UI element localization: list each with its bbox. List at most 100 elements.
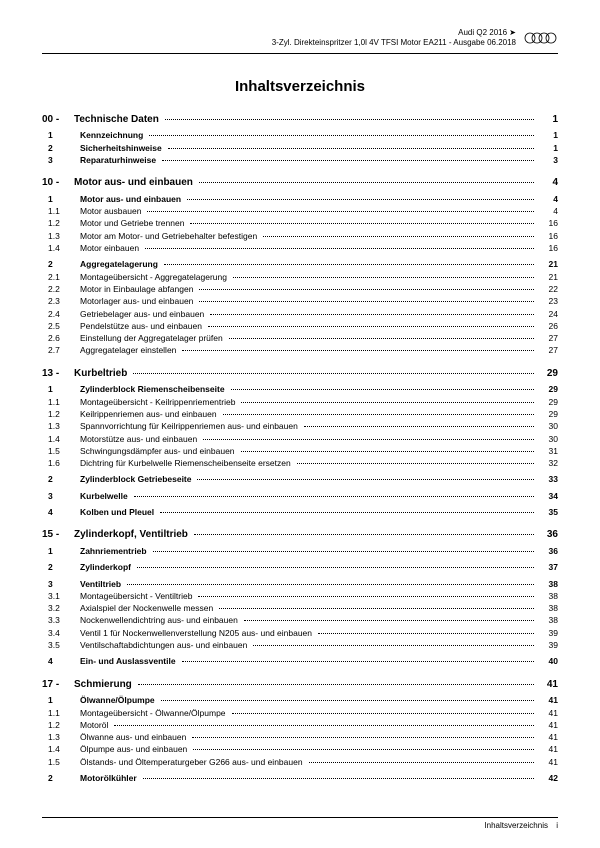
toc-entry-page: 41 xyxy=(536,707,558,719)
toc-entry-page: 4 xyxy=(536,205,558,217)
toc-entry-label: Motoröl xyxy=(80,719,112,731)
toc-entry-page: 38 xyxy=(536,590,558,602)
toc-entry-page: 38 xyxy=(536,614,558,626)
toc-entry-label: Motor am Motor- und Getriebehalter befes… xyxy=(80,230,261,242)
toc-entry: 1.5Schwingungsdämpfer aus- und einbauen3… xyxy=(42,445,558,457)
toc-entry-number: 3.1 xyxy=(42,590,80,602)
toc-entry-label: Aggregatelagerung xyxy=(80,258,162,270)
toc-entry: 2Zylinderkopf37 xyxy=(42,561,558,573)
toc-entry-label: Montageübersicht - Ventiltrieb xyxy=(80,590,196,602)
toc-entry: 1Zahnriementrieb36 xyxy=(42,545,558,557)
toc-entry: 3.1Montageübersicht - Ventiltrieb 38 xyxy=(42,590,558,602)
toc-leader-dots xyxy=(138,684,534,685)
toc-leader-dots xyxy=(194,534,534,535)
toc-entry-label: Motor und Getriebe trennen xyxy=(80,217,188,229)
toc-leader-dots xyxy=(232,713,534,714)
toc-entry-label: Motor in Einbaulage abfangen xyxy=(80,283,197,295)
toc-entry-page: 35 xyxy=(536,506,558,518)
toc-entry-page: 22 xyxy=(536,283,558,295)
toc-entry-number: 2 xyxy=(42,473,80,485)
toc-section-label: Schmierung xyxy=(74,678,136,693)
toc-section-label: Zylinderkopf, Ventiltrieb xyxy=(74,528,192,543)
toc-entry-number: 1 xyxy=(42,193,80,205)
toc-entry-number: 2.1 xyxy=(42,271,80,283)
toc-entry-page: 29 xyxy=(536,383,558,395)
toc-entry: 1.4Motorstütze aus- und einbauen 30 xyxy=(42,433,558,445)
toc-leader-dots xyxy=(297,463,534,464)
toc-entry-page: 1 xyxy=(536,142,558,154)
toc-entry-page: 27 xyxy=(536,332,558,344)
toc-entry-page: 42 xyxy=(536,772,558,784)
toc-section-page: 4 xyxy=(536,176,558,191)
toc-entry-page: 31 xyxy=(536,445,558,457)
toc-entry-label: Sicherheitshinweise xyxy=(80,142,166,154)
toc-leader-dots xyxy=(164,264,534,265)
toc-entry-label: Motorstütze aus- und einbauen xyxy=(80,433,201,445)
toc-entry-page: 30 xyxy=(536,433,558,445)
toc-leader-dots xyxy=(223,414,534,415)
toc-entry-page: 32 xyxy=(536,457,558,469)
toc-entry-label: Kurbelwelle xyxy=(80,490,132,502)
toc-entry: 1Kennzeichnung1 xyxy=(42,129,558,141)
toc-section-page: 36 xyxy=(536,528,558,543)
toc-section-number: 15 - xyxy=(42,528,74,543)
toc-entry-label: Ventil 1 für Nockenwellenverstellung N20… xyxy=(80,627,316,639)
toc-entry-label: Motorölkühler xyxy=(80,772,141,784)
toc-entry-label: Nockenwellendichtring aus- und einbauen xyxy=(80,614,242,626)
toc-entry-page: 38 xyxy=(536,578,558,590)
toc-entry: 1.2Motoröl41 xyxy=(42,719,558,731)
toc-leader-dots xyxy=(199,182,534,183)
header-text: Audi Q2 2016 ➤ 3-Zyl. Direkteinspritzer … xyxy=(272,28,516,49)
toc-entry-page: 23 xyxy=(536,295,558,307)
toc-entry-number: 1.5 xyxy=(42,756,80,768)
toc-entry-number: 1.3 xyxy=(42,420,80,432)
toc-section-label: Technische Daten xyxy=(74,113,163,128)
toc-entry-page: 33 xyxy=(536,473,558,485)
footer-label: Inhaltsverzeichnis xyxy=(484,821,548,830)
toc-entry-number: 3.4 xyxy=(42,627,80,639)
toc-entry-number: 1.2 xyxy=(42,217,80,229)
toc-leader-dots xyxy=(263,236,534,237)
toc-entry-number: 1.4 xyxy=(42,433,80,445)
toc-entry-number: 2.4 xyxy=(42,308,80,320)
toc-entry-number: 1.1 xyxy=(42,707,80,719)
toc-entry-number: 1.5 xyxy=(42,445,80,457)
toc-entry: 1.4Motor einbauen16 xyxy=(42,242,558,254)
toc-entry-page: 41 xyxy=(536,731,558,743)
toc-entry-page: 3 xyxy=(536,154,558,166)
toc-entry-page: 38 xyxy=(536,602,558,614)
toc-entry: 3Kurbelwelle34 xyxy=(42,490,558,502)
toc-entry-number: 2 xyxy=(42,772,80,784)
toc-leader-dots xyxy=(199,301,534,302)
toc-leader-dots xyxy=(162,160,534,161)
toc-entry-number: 2.5 xyxy=(42,320,80,332)
toc-entry-number: 3.3 xyxy=(42,614,80,626)
toc-entry-number: 2.7 xyxy=(42,344,80,356)
toc-entry-label: Motor einbauen xyxy=(80,242,143,254)
toc-entry-label: Montageübersicht - Keilrippenriementrieb xyxy=(80,396,239,408)
toc-entry-page: 16 xyxy=(536,230,558,242)
toc-entry-label: Ölpumpe aus- und einbauen xyxy=(80,743,191,755)
toc-entry-number: 2.6 xyxy=(42,332,80,344)
toc-entry-page: 21 xyxy=(536,258,558,270)
toc-section-label: Kurbeltrieb xyxy=(74,367,131,382)
toc-leader-dots xyxy=(133,373,534,374)
toc-entry: 1.1Motor ausbauen4 xyxy=(42,205,558,217)
toc-entry: 1.3Ölwanne aus- und einbauen41 xyxy=(42,731,558,743)
toc-entry: 2.2Motor in Einbaulage abfangen 22 xyxy=(42,283,558,295)
document-page: Audi Q2 2016 ➤ 3-Zyl. Direkteinspritzer … xyxy=(0,0,600,848)
toc-entry-page: 4 xyxy=(536,193,558,205)
toc-entry: 1.1Montageübersicht - Ölwanne/Ölpumpe41 xyxy=(42,707,558,719)
table-of-contents: 00 -Technische Daten11Kennzeichnung12Sic… xyxy=(42,113,558,785)
toc-entry-label: Ein- und Auslassventile xyxy=(80,655,180,667)
toc-entry-number: 2.2 xyxy=(42,283,80,295)
toc-entry-page: 41 xyxy=(536,743,558,755)
toc-entry-label: Motorlager aus- und einbauen xyxy=(80,295,197,307)
toc-entry-label: Zahnriementrieb xyxy=(80,545,151,557)
toc-leader-dots xyxy=(114,725,534,726)
toc-entry: 3.5Ventilschaftabdichtungen aus- und ein… xyxy=(42,639,558,651)
toc-entry-page: 26 xyxy=(536,320,558,332)
toc-entry-page: 40 xyxy=(536,655,558,667)
toc-entry-label: Keilrippenriemen aus- und einbauen xyxy=(80,408,221,420)
toc-entry-number: 1.1 xyxy=(42,396,80,408)
